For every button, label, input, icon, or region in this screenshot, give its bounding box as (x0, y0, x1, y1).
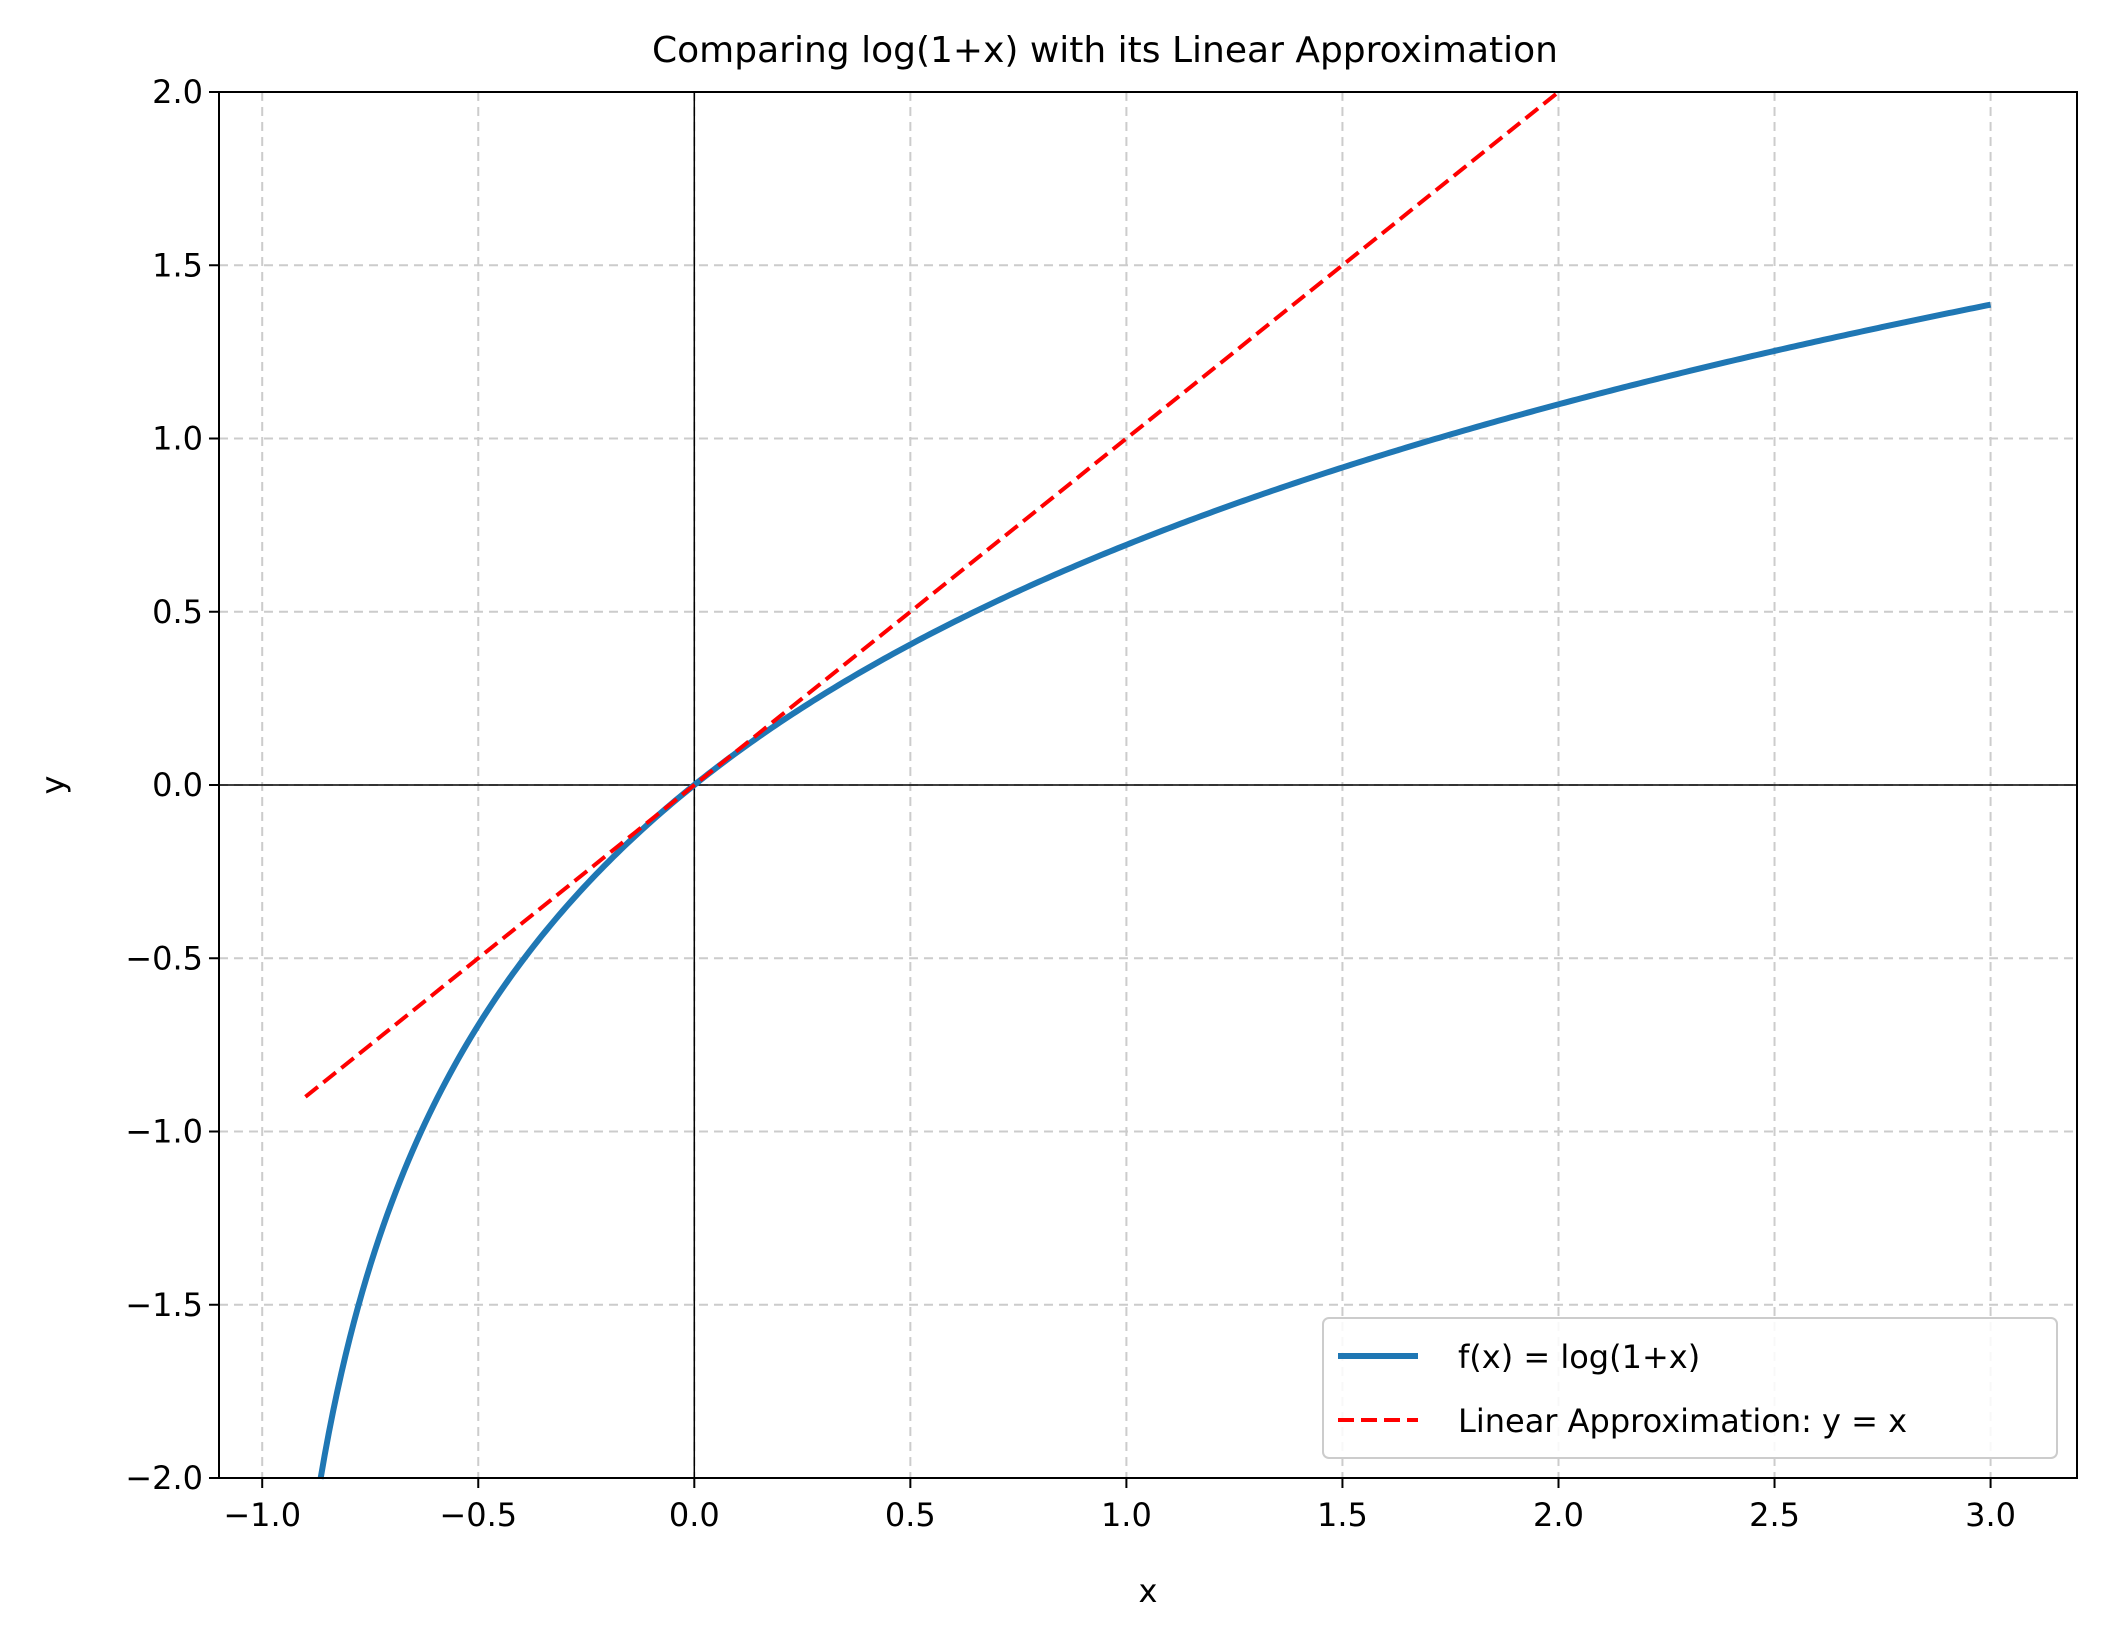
x-tick-label: 1.5 (1317, 1496, 1368, 1534)
series-line-linear-approximation (304, 90, 1560, 1099)
legend: f(x) = log(1+x) Linear Approximation: y … (1322, 1317, 2058, 1459)
y-tick-label: 2.0 (152, 73, 203, 111)
x-tick-label: 2.0 (1533, 1496, 1584, 1534)
y-tick-label: −1.0 (125, 1113, 203, 1151)
y-axis-label: y (34, 776, 72, 795)
y-tick-label: 1.0 (152, 420, 203, 458)
x-tick-label: 0.0 (669, 1496, 720, 1534)
series (304, 90, 1992, 1480)
x-tick-label: 3.0 (1965, 1496, 2016, 1534)
y-tick-label: −2.0 (125, 1459, 203, 1497)
y-tick-label: 0.5 (152, 593, 203, 631)
legend-label-linear: Linear Approximation: y = x (1458, 1402, 1907, 1440)
chart-title: Comparing log(1+x) with its Linear Appro… (652, 30, 1558, 71)
x-tick-label: 2.5 (1749, 1496, 1800, 1534)
legend-label-log: f(x) = log(1+x) (1458, 1338, 1700, 1376)
y-tick-label: 1.5 (152, 246, 203, 284)
x-axis-label: x (1139, 1572, 1158, 1610)
y-tick-label: 0.0 (152, 766, 203, 804)
x-tick-label: −1.0 (223, 1496, 301, 1534)
ticks: −1.0 −0.5 0.0 0.5 1.0 1.5 2.0 2.5 3.0 −2.0 −1.5 −1.… (125, 73, 2016, 1534)
legend-box (1322, 1317, 2058, 1459)
x-tick-label: 1.0 (1101, 1496, 1152, 1534)
y-tick-label: −0.5 (125, 939, 203, 977)
x-tick-label: 0.5 (885, 1496, 936, 1534)
x-tick-label: −0.5 (439, 1496, 517, 1534)
y-tick-label: −1.5 (125, 1286, 203, 1324)
series-line-log (317, 301, 1992, 1480)
